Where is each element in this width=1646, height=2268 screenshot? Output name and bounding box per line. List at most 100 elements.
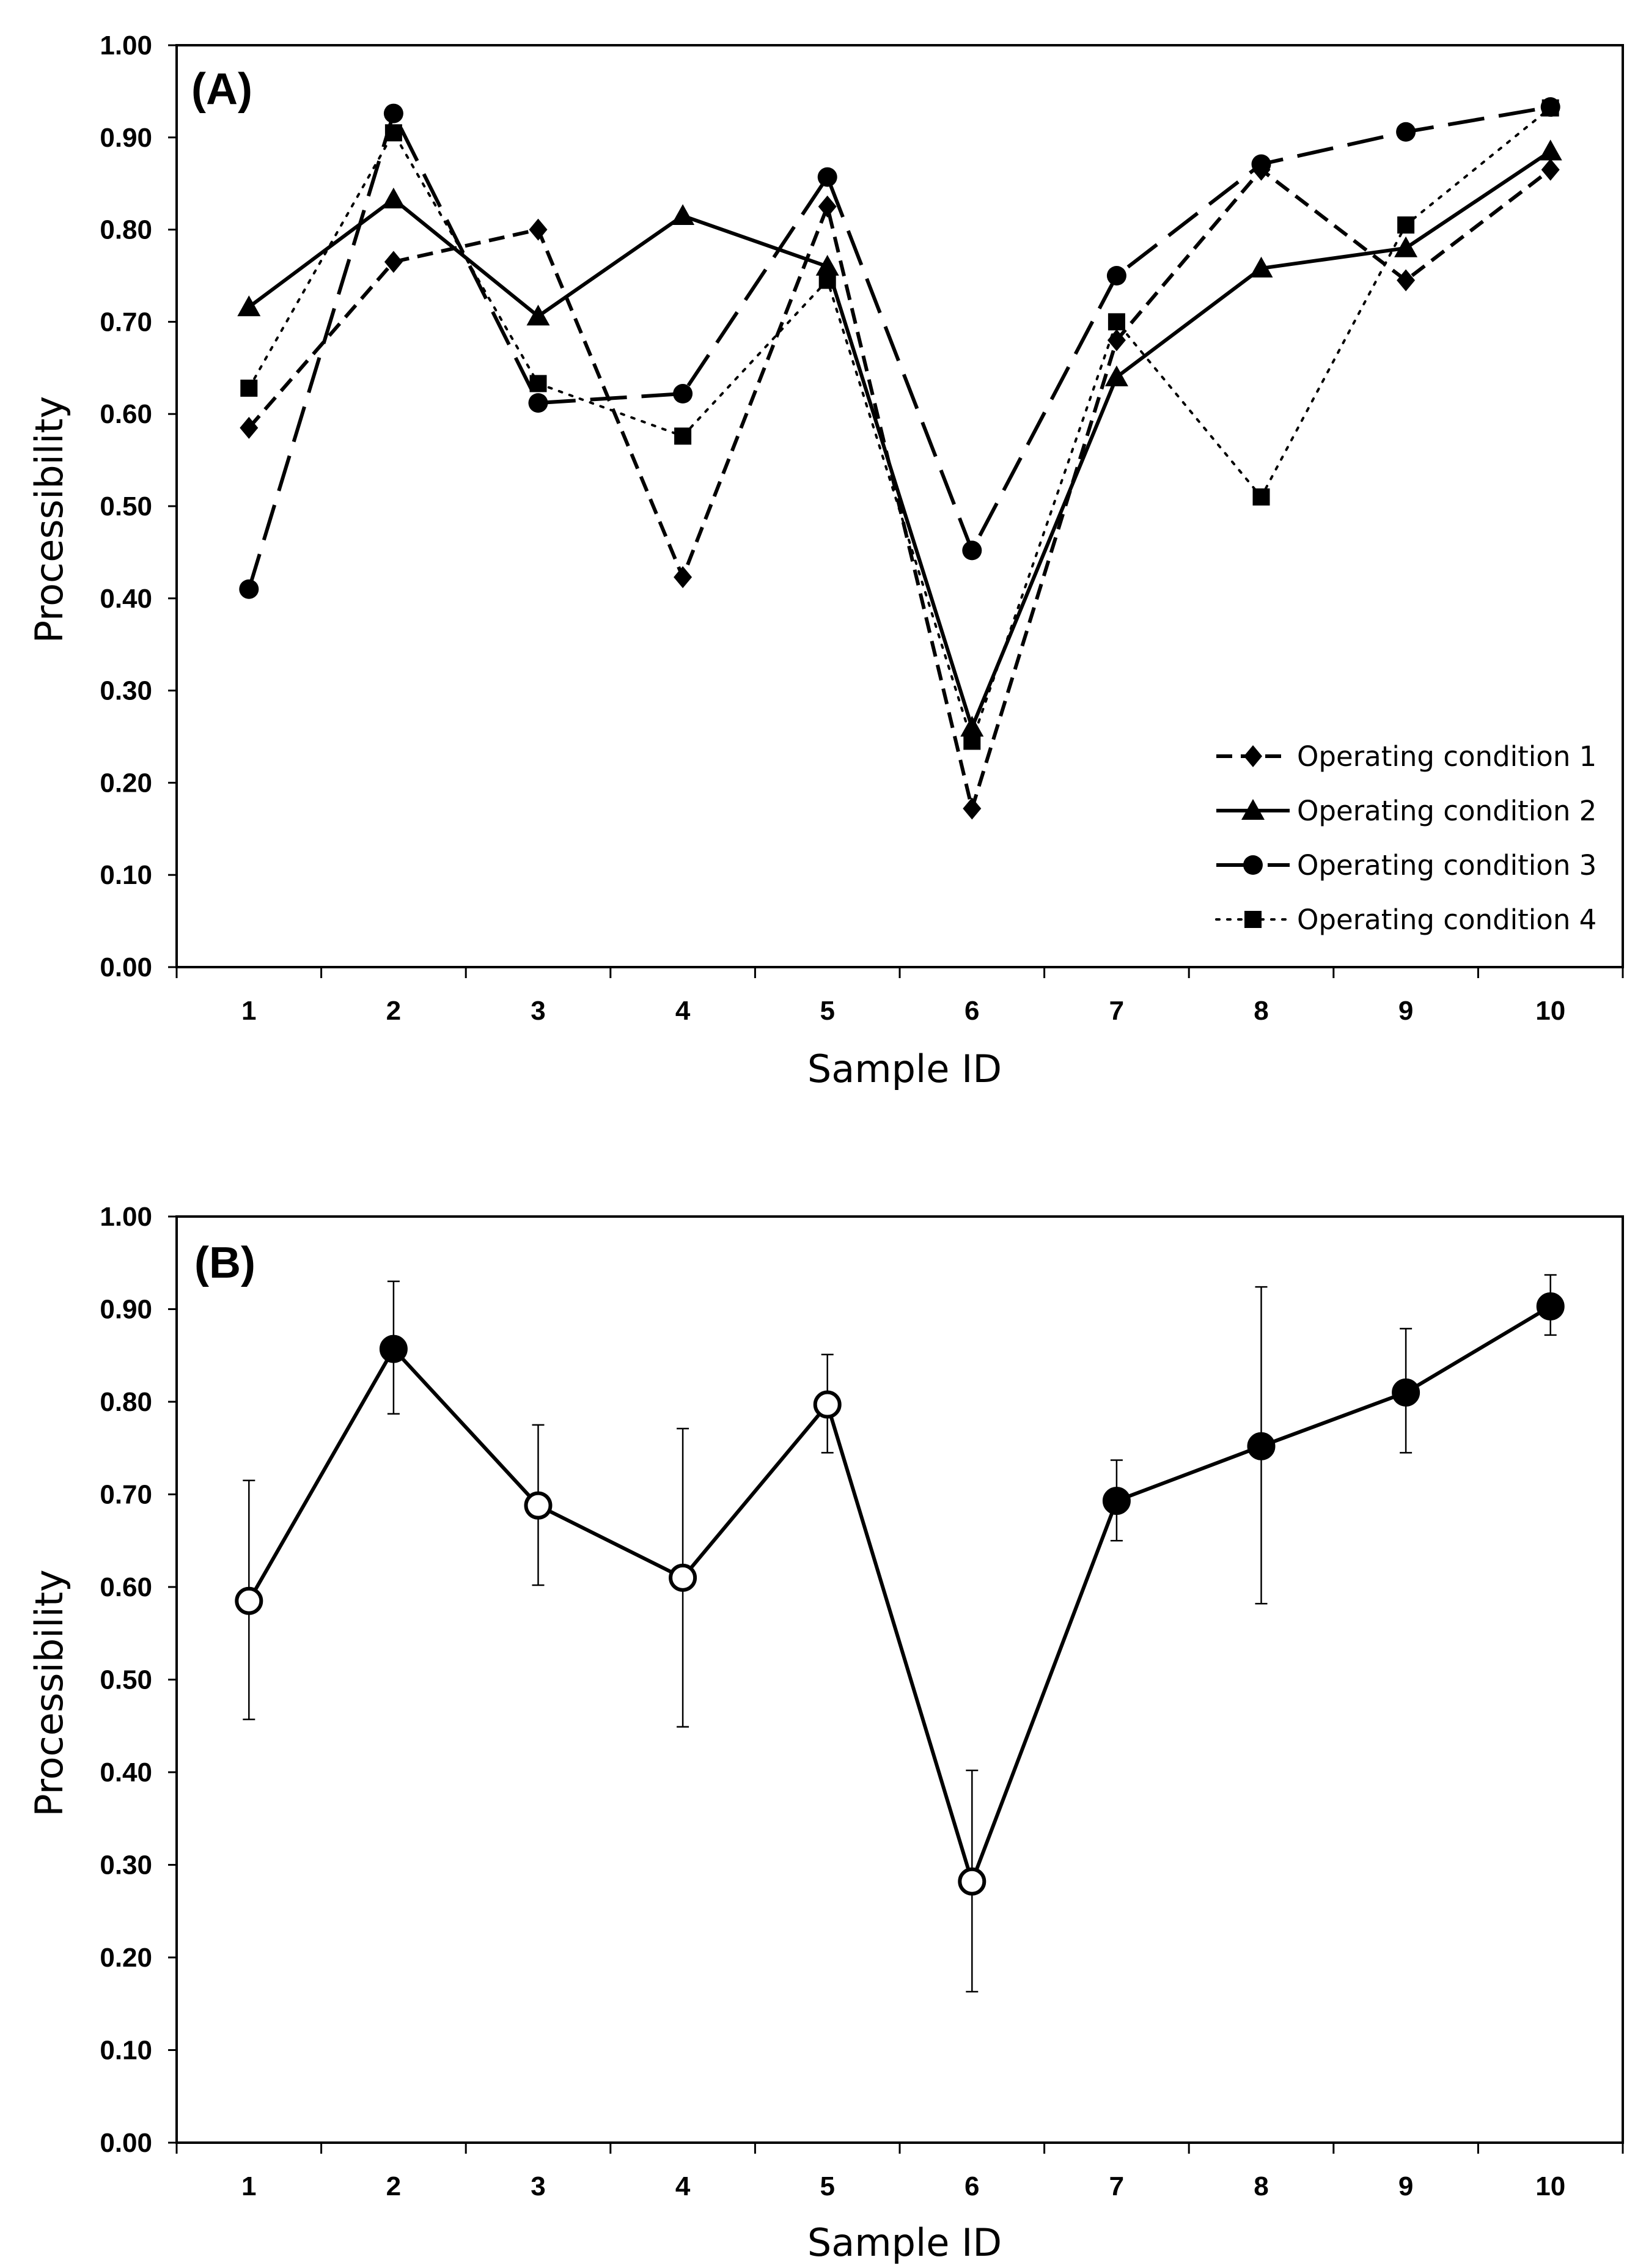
legend: Operating condition 1 Operating condition… <box>1215 740 1596 936</box>
y-tick-label: 0.70 <box>100 307 152 337</box>
y-tick-label: 0.70 <box>100 1480 152 1510</box>
legend-label-condition-4: Operating condition 4 <box>1297 904 1596 936</box>
y-tick-label: 0.10 <box>100 2036 152 2066</box>
y-tick-label: 0.80 <box>100 1387 152 1417</box>
data-point-condition-1 <box>529 218 548 241</box>
panel-label: (B) <box>194 1239 255 1287</box>
x-tick-label: 1 <box>241 2171 256 2201</box>
data-point-mean <box>1247 1432 1276 1460</box>
data-point-mean <box>958 1867 986 1896</box>
data-point-condition-4 <box>963 732 981 750</box>
series-line-condition-2 <box>248 149 1552 729</box>
y-tick-label: 0.60 <box>100 399 152 429</box>
x-axis-title: Sample ID <box>807 2220 1002 2265</box>
data-point-condition-1 <box>1541 158 1560 181</box>
y-tick-label: 0.80 <box>100 215 152 245</box>
y-tick-label: 0.90 <box>100 1295 152 1325</box>
data-point-condition-2 <box>381 187 405 208</box>
x-tick-label: 8 <box>1254 2171 1268 2201</box>
data-point-condition-2 <box>1538 139 1562 161</box>
x-tick-label: 4 <box>675 2171 691 2201</box>
y-tick-label: 0.10 <box>100 860 152 890</box>
panel-label: (A) <box>191 65 252 114</box>
data-point-mean <box>1536 1292 1565 1320</box>
y-tick-label: 0.30 <box>100 1850 152 1880</box>
chart-panel-b: 0.00 0.10 0.20 0.30 0.40 0.50 0.60 0.70 0.80 0.90… <box>27 1202 1624 2265</box>
legend-marker-condition-3 <box>1243 855 1263 875</box>
series-line-mean <box>247 1305 1552 1883</box>
series-line-condition-3 <box>247 105 1551 590</box>
x-tick-label: 10 <box>1535 996 1565 1026</box>
x-tick-label: 3 <box>531 996 545 1026</box>
data-point-mean <box>813 1390 842 1419</box>
data-point-condition-3 <box>383 103 403 123</box>
data-point-mean <box>669 1563 697 1592</box>
data-point-mean <box>235 1586 263 1615</box>
data-point-condition-4 <box>1541 99 1559 117</box>
data-point-condition-3 <box>962 540 982 561</box>
x-tick-label: 10 <box>1535 2171 1565 2201</box>
data-point-condition-4 <box>674 427 692 445</box>
y-tick-label: 1.00 <box>100 1202 152 1232</box>
data-point-condition-4 <box>384 124 402 142</box>
data-point-condition-1 <box>240 416 259 439</box>
x-tick-label: 5 <box>820 2171 834 2201</box>
data-point-condition-2 <box>1394 236 1418 257</box>
data-point-condition-3 <box>673 384 693 404</box>
data-point-condition-2 <box>526 304 550 326</box>
x-tick-label: 7 <box>1109 996 1124 1026</box>
y-axis-title: Processibility <box>27 396 72 643</box>
data-point-condition-4 <box>240 379 258 397</box>
x-tick-label: 5 <box>820 996 834 1026</box>
x-tick-label: 6 <box>964 996 979 1026</box>
x-tick-label: 1 <box>241 996 256 1026</box>
data-point-condition-3 <box>239 579 259 599</box>
legend-label-condition-1: Operating condition 1 <box>1297 740 1596 773</box>
data-point-condition-1 <box>674 566 693 589</box>
legend-label-condition-3: Operating condition 3 <box>1297 849 1596 882</box>
x-tick-label: 7 <box>1109 2171 1124 2201</box>
y-tick-label: 0.20 <box>100 1943 152 1973</box>
y-tick-label: 0.50 <box>100 492 152 521</box>
series-line-condition-4 <box>248 106 1552 743</box>
data-point-condition-4 <box>818 271 836 289</box>
data-point-condition-2 <box>960 715 984 737</box>
data-point-condition-2 <box>1249 256 1273 278</box>
chart-panel-a: 0.00 0.10 0.20 0.30 0.40 0.50 0.60 0.70 0.80 0.90… <box>27 31 1624 1091</box>
data-point-condition-4 <box>1252 488 1270 506</box>
data-point-condition-1 <box>384 251 403 273</box>
data-point-condition-4 <box>1108 313 1125 331</box>
y-tick-label: 0.30 <box>100 676 152 706</box>
legend-label-condition-2: Operating condition 2 <box>1297 795 1596 827</box>
x-tick-label: 4 <box>675 996 691 1026</box>
y-tick-label: 0.50 <box>100 1665 152 1695</box>
y-tick-label: 0.00 <box>100 2128 152 2158</box>
x-tick-label: 6 <box>964 2171 979 2201</box>
y-tick-label: 0.20 <box>100 768 152 798</box>
data-point-mean <box>1102 1487 1131 1515</box>
y-tick-label: 0.60 <box>100 1572 152 1602</box>
data-point-condition-3 <box>1396 122 1416 142</box>
y-tick-label: 0.40 <box>100 1758 152 1788</box>
data-point-condition-2 <box>237 295 261 317</box>
x-tick-label: 9 <box>1398 2171 1413 2201</box>
x-tick-label: 3 <box>531 2171 545 2201</box>
x-axis-title: Sample ID <box>807 1047 1002 1091</box>
data-point-condition-3 <box>528 393 548 413</box>
x-tick-label: 2 <box>386 2171 401 2201</box>
legend-marker-condition-4 <box>1244 911 1262 928</box>
data-point-mean <box>379 1335 408 1363</box>
legend-marker-condition-2 <box>1241 799 1265 820</box>
data-point-condition-3 <box>817 167 837 187</box>
data-point-condition-2 <box>671 204 695 225</box>
data-point-condition-2 <box>1104 365 1128 386</box>
data-point-condition-4 <box>1397 216 1415 234</box>
data-point-condition-4 <box>529 375 547 392</box>
legend-marker-condition-1 <box>1244 745 1262 767</box>
data-point-condition-3 <box>1251 154 1271 174</box>
data-point-condition-3 <box>1106 266 1126 285</box>
x-tick-label: 2 <box>386 996 401 1026</box>
data-point-condition-1 <box>818 195 837 218</box>
data-point-mean <box>524 1491 553 1520</box>
